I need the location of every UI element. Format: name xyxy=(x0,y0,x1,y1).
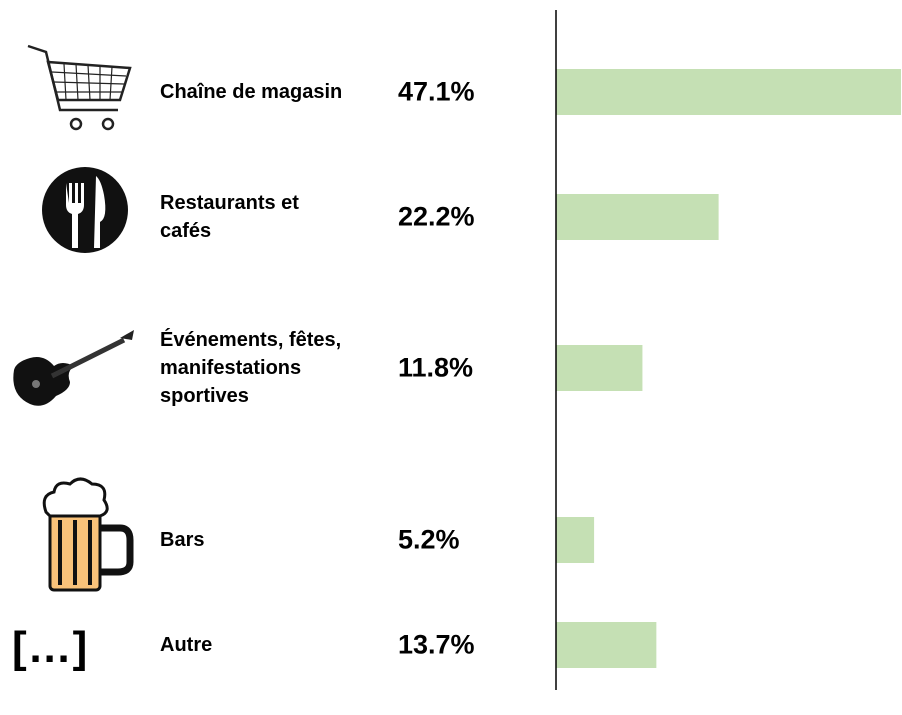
category-label: Restaurants et cafés xyxy=(160,192,299,242)
category-label: Chaîne de magasin xyxy=(160,81,343,103)
restaurant-icon xyxy=(42,167,128,253)
category-label: Autre xyxy=(160,634,213,656)
guitar-icon xyxy=(13,330,134,406)
value-label: 22.2% xyxy=(398,201,475,232)
value-label: 5.2% xyxy=(398,524,460,555)
bar xyxy=(556,622,657,668)
bar xyxy=(556,194,719,240)
category-label: Bars xyxy=(160,529,205,551)
category-label: Événements, fêtes, manifestations sporti… xyxy=(160,329,342,407)
beer-icon xyxy=(42,477,134,592)
bar xyxy=(556,345,643,391)
other-icon-text: […] xyxy=(12,623,89,672)
bar xyxy=(556,69,901,115)
cart-icon xyxy=(27,44,132,131)
value-label: 13.7% xyxy=(398,629,475,660)
bar xyxy=(556,517,595,563)
value-label: 11.8% xyxy=(398,352,474,383)
value-label: 47.1% xyxy=(398,76,475,107)
